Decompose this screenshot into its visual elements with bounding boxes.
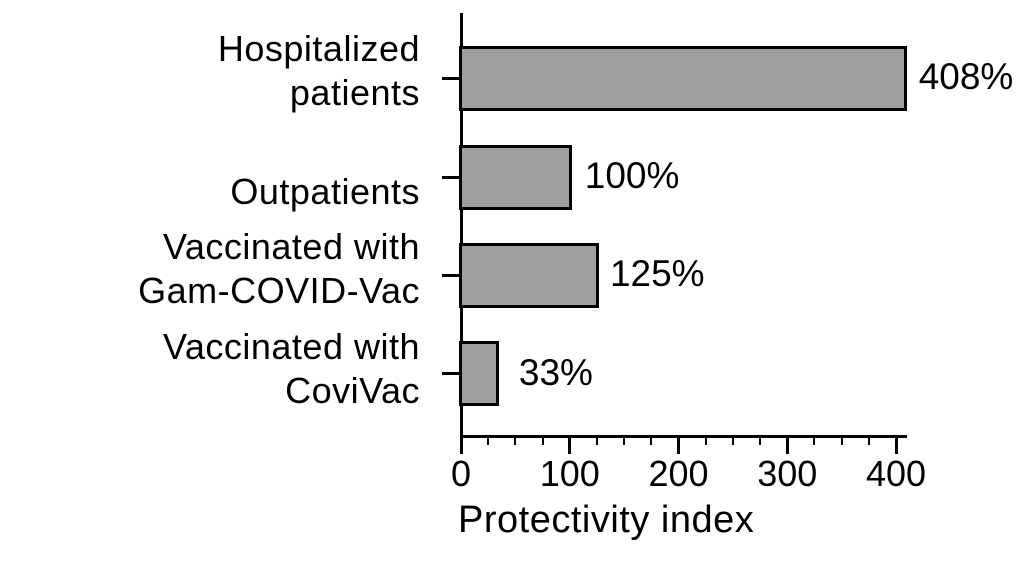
y-axis-tick-1 <box>441 76 460 80</box>
y-axis-tick-3 <box>441 273 460 277</box>
y-axis-line <box>459 13 463 438</box>
x-axis-tick-label-200: 200 <box>648 453 709 494</box>
category-label-2: Outpatients <box>0 170 420 214</box>
x-axis-major-tick-100 <box>568 436 572 454</box>
category-label-line: Gam-COVID-Vac <box>138 270 420 311</box>
x-axis-minor-tick-375 <box>867 436 870 445</box>
x-axis-major-tick-300 <box>785 436 789 454</box>
x-axis-minor-tick-50 <box>514 436 517 445</box>
x-axis-minor-tick-175 <box>650 436 653 445</box>
x-axis-minor-tick-25 <box>487 436 490 445</box>
category-label-line: Vaccinated with <box>163 326 420 367</box>
x-axis-tick-label-100: 100 <box>539 453 600 494</box>
x-axis-tick-label-0: 0 <box>450 453 472 494</box>
x-axis-title: Protectivity index <box>458 499 755 541</box>
bar-4 <box>459 341 499 406</box>
category-label-line: Hospitalized <box>217 28 420 69</box>
x-axis-minor-tick-225 <box>704 436 707 445</box>
category-label-line: Outpatients <box>230 171 420 212</box>
x-axis-minor-tick-150 <box>623 436 626 445</box>
x-axis-minor-tick-250 <box>731 436 734 445</box>
category-label-3: Vaccinated with Gam-COVID-Vac <box>0 225 420 313</box>
bar-1 <box>459 45 907 111</box>
bar-3 <box>459 242 599 308</box>
x-axis-tick-label-400: 400 <box>865 453 927 494</box>
y-axis-tick-2 <box>441 175 460 179</box>
y-axis-tick-4 <box>441 372 460 375</box>
category-label-line: patients <box>289 72 420 113</box>
x-axis-major-tick-400 <box>894 436 898 454</box>
x-axis-major-tick-200 <box>677 436 680 454</box>
x-axis-minor-tick-125 <box>595 436 598 445</box>
value-label-3: 125% <box>609 253 705 294</box>
x-axis-minor-tick-275 <box>759 436 762 445</box>
value-label-1: 408% <box>918 56 1014 97</box>
value-label-4: 33% <box>518 351 593 393</box>
category-label-4: Vaccinated with CoviVac <box>0 325 420 413</box>
x-axis-minor-tick-350 <box>840 436 843 445</box>
x-axis-line <box>459 434 907 438</box>
x-axis-tick-label-300: 300 <box>757 453 818 494</box>
bar-2 <box>459 144 572 210</box>
category-label-line: Vaccinated with <box>163 226 420 267</box>
x-axis-minor-tick-75 <box>541 436 544 445</box>
category-label-1: Hospitalized patients <box>0 27 420 115</box>
category-label-line: CoviVac <box>285 370 420 411</box>
x-axis-minor-tick-325 <box>813 436 816 445</box>
x-axis-major-tick-0 <box>459 436 463 454</box>
value-label-2: 100% <box>584 155 680 196</box>
